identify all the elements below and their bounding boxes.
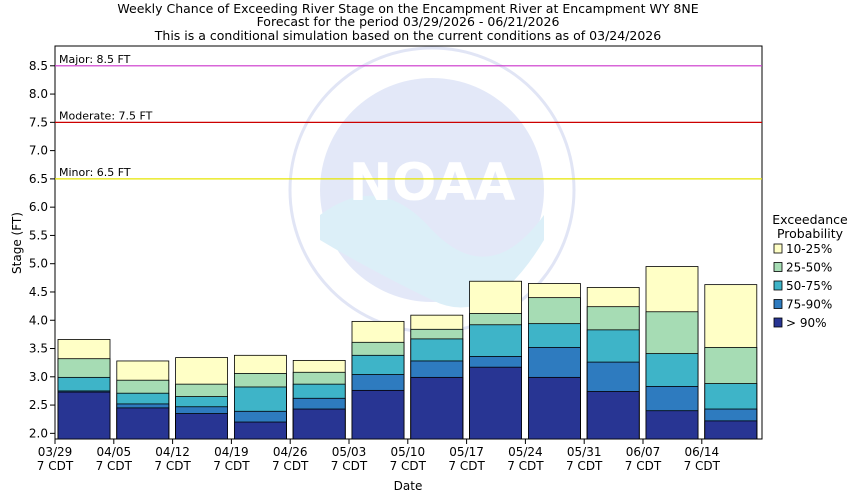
y-tick-label: 8.0 [29, 87, 48, 101]
x-tick-tz: 7 CDT [390, 459, 427, 473]
title-line-2: Forecast for the period 03/29/2026 - 06/… [257, 14, 560, 29]
bar--90--05-31 [586, 391, 640, 440]
x-tick-tz: 7 CDT [331, 459, 368, 473]
y-tick-label: 4.5 [29, 285, 48, 299]
bar--90--05-03 [351, 389, 405, 440]
legend-title-line-2: Probability [777, 226, 844, 241]
y-tick-label: 5.0 [29, 257, 48, 271]
noaa-watermark-logo: NOAA [288, 46, 576, 334]
y-tick-label: 7.0 [29, 144, 48, 158]
legend-label-2: 50-75% [786, 279, 832, 293]
svg-text:NOAA: NOAA [349, 153, 516, 213]
y-tick-label: 2.0 [29, 426, 48, 440]
bar--90--04-12 [175, 413, 229, 440]
x-tick-date: 05/03 [332, 445, 367, 459]
flood-label-0: Major: 8.5 FT [59, 53, 131, 66]
bar--90--04-05 [116, 407, 170, 440]
x-tick-date: 04/05 [97, 445, 132, 459]
chart-title: Weekly Chance of Exceeding River Stage o… [117, 1, 698, 43]
y-tick-label: 8.5 [29, 59, 48, 73]
bar--90--05-17 [469, 366, 523, 440]
flood-stage-lines: Major: 8.5 FT Moderate: 7.5 FT Minor: 6.5 … [55, 53, 762, 180]
title-line-1: Weekly Chance of Exceeding River Stage o… [117, 1, 698, 16]
x-tick-date: 06/14 [685, 445, 720, 459]
legend-label-1: 25-50% [786, 261, 832, 275]
x-tick-date: 05/17 [449, 445, 484, 459]
x-tick-tz: 7 CDT [448, 459, 485, 473]
x-tick-tz: 7 CDT [37, 459, 74, 473]
y-tick-label: 3.0 [29, 370, 48, 384]
x-tick-tz: 7 CDT [507, 459, 544, 473]
y-axis: 2.0 2.5 3.0 3.5 4.0 4.5 5.0 5.5 6.0 6.5 7.0 7.5 8.0 8… [29, 59, 55, 440]
flood-label-1: Moderate: 7.5 FT [59, 109, 153, 122]
x-tick-date: 05/31 [567, 445, 602, 459]
y-tick-label: 2.5 [29, 398, 48, 412]
legend-swatch-2 [773, 280, 783, 291]
legend: Exceedance Probability 10-25% 25-50% 50-75… [772, 212, 848, 330]
y-tick-label: 4.0 [29, 313, 48, 327]
legend-swatch-3 [773, 299, 783, 309]
x-tick-date: 04/26 [273, 445, 308, 459]
x-axis-title: Date [394, 479, 423, 493]
bar--90--06-07 [645, 410, 699, 440]
x-tick-tz: 7 CDT [272, 459, 309, 473]
bar--90--04-19 [233, 421, 287, 440]
plot-area [54, 45, 763, 440]
x-tick-tz: 7 CDT [96, 459, 133, 473]
bar--90--04-26 [292, 408, 346, 440]
title-line-3: This is a conditional simulation based o… [154, 28, 661, 43]
bar--90--03-29 [57, 391, 111, 440]
flood-label-2: Minor: 6.5 FT [59, 166, 131, 179]
y-tick-label: 6.5 [29, 172, 48, 186]
legend-label-4: > 90% [786, 316, 827, 330]
legend-label-0: 10-25% [786, 242, 832, 256]
x-tick-tz: 7 CDT [213, 459, 250, 473]
legend-swatch-0 [773, 243, 783, 254]
x-tick-date: 04/19 [214, 445, 249, 459]
bars-group [57, 266, 758, 440]
x-tick-date: 04/12 [155, 445, 190, 459]
y-axis-title: Stage (FT) [10, 212, 24, 274]
y-tick-label: 3.5 [29, 342, 48, 356]
bar--90--05-10 [410, 376, 464, 440]
x-tick-tz: 7 CDT [154, 459, 191, 473]
legend-swatch-1 [773, 262, 783, 272]
legend-swatch-4 [773, 317, 783, 328]
x-tick-tz: 7 CDT [625, 459, 662, 473]
y-tick-label: 6.0 [29, 200, 48, 214]
bar--90--06-14 [704, 420, 758, 440]
y-tick-label: 7.5 [29, 115, 48, 129]
bar--90--05-24 [528, 376, 581, 440]
x-tick-tz: 7 CDT [566, 459, 603, 473]
x-tick-tz: 7 CDT [684, 459, 721, 473]
legend-label-3: 75-90% [786, 298, 832, 312]
y-tick-label: 5.5 [29, 228, 48, 242]
x-tick-date: 05/10 [391, 445, 426, 459]
x-tick-date: 06/07 [626, 445, 661, 459]
x-tick-date: 03/29 [38, 445, 73, 459]
x-tick-date: 05/24 [508, 445, 543, 459]
legend-title-line-1: Exceedance [772, 212, 848, 227]
